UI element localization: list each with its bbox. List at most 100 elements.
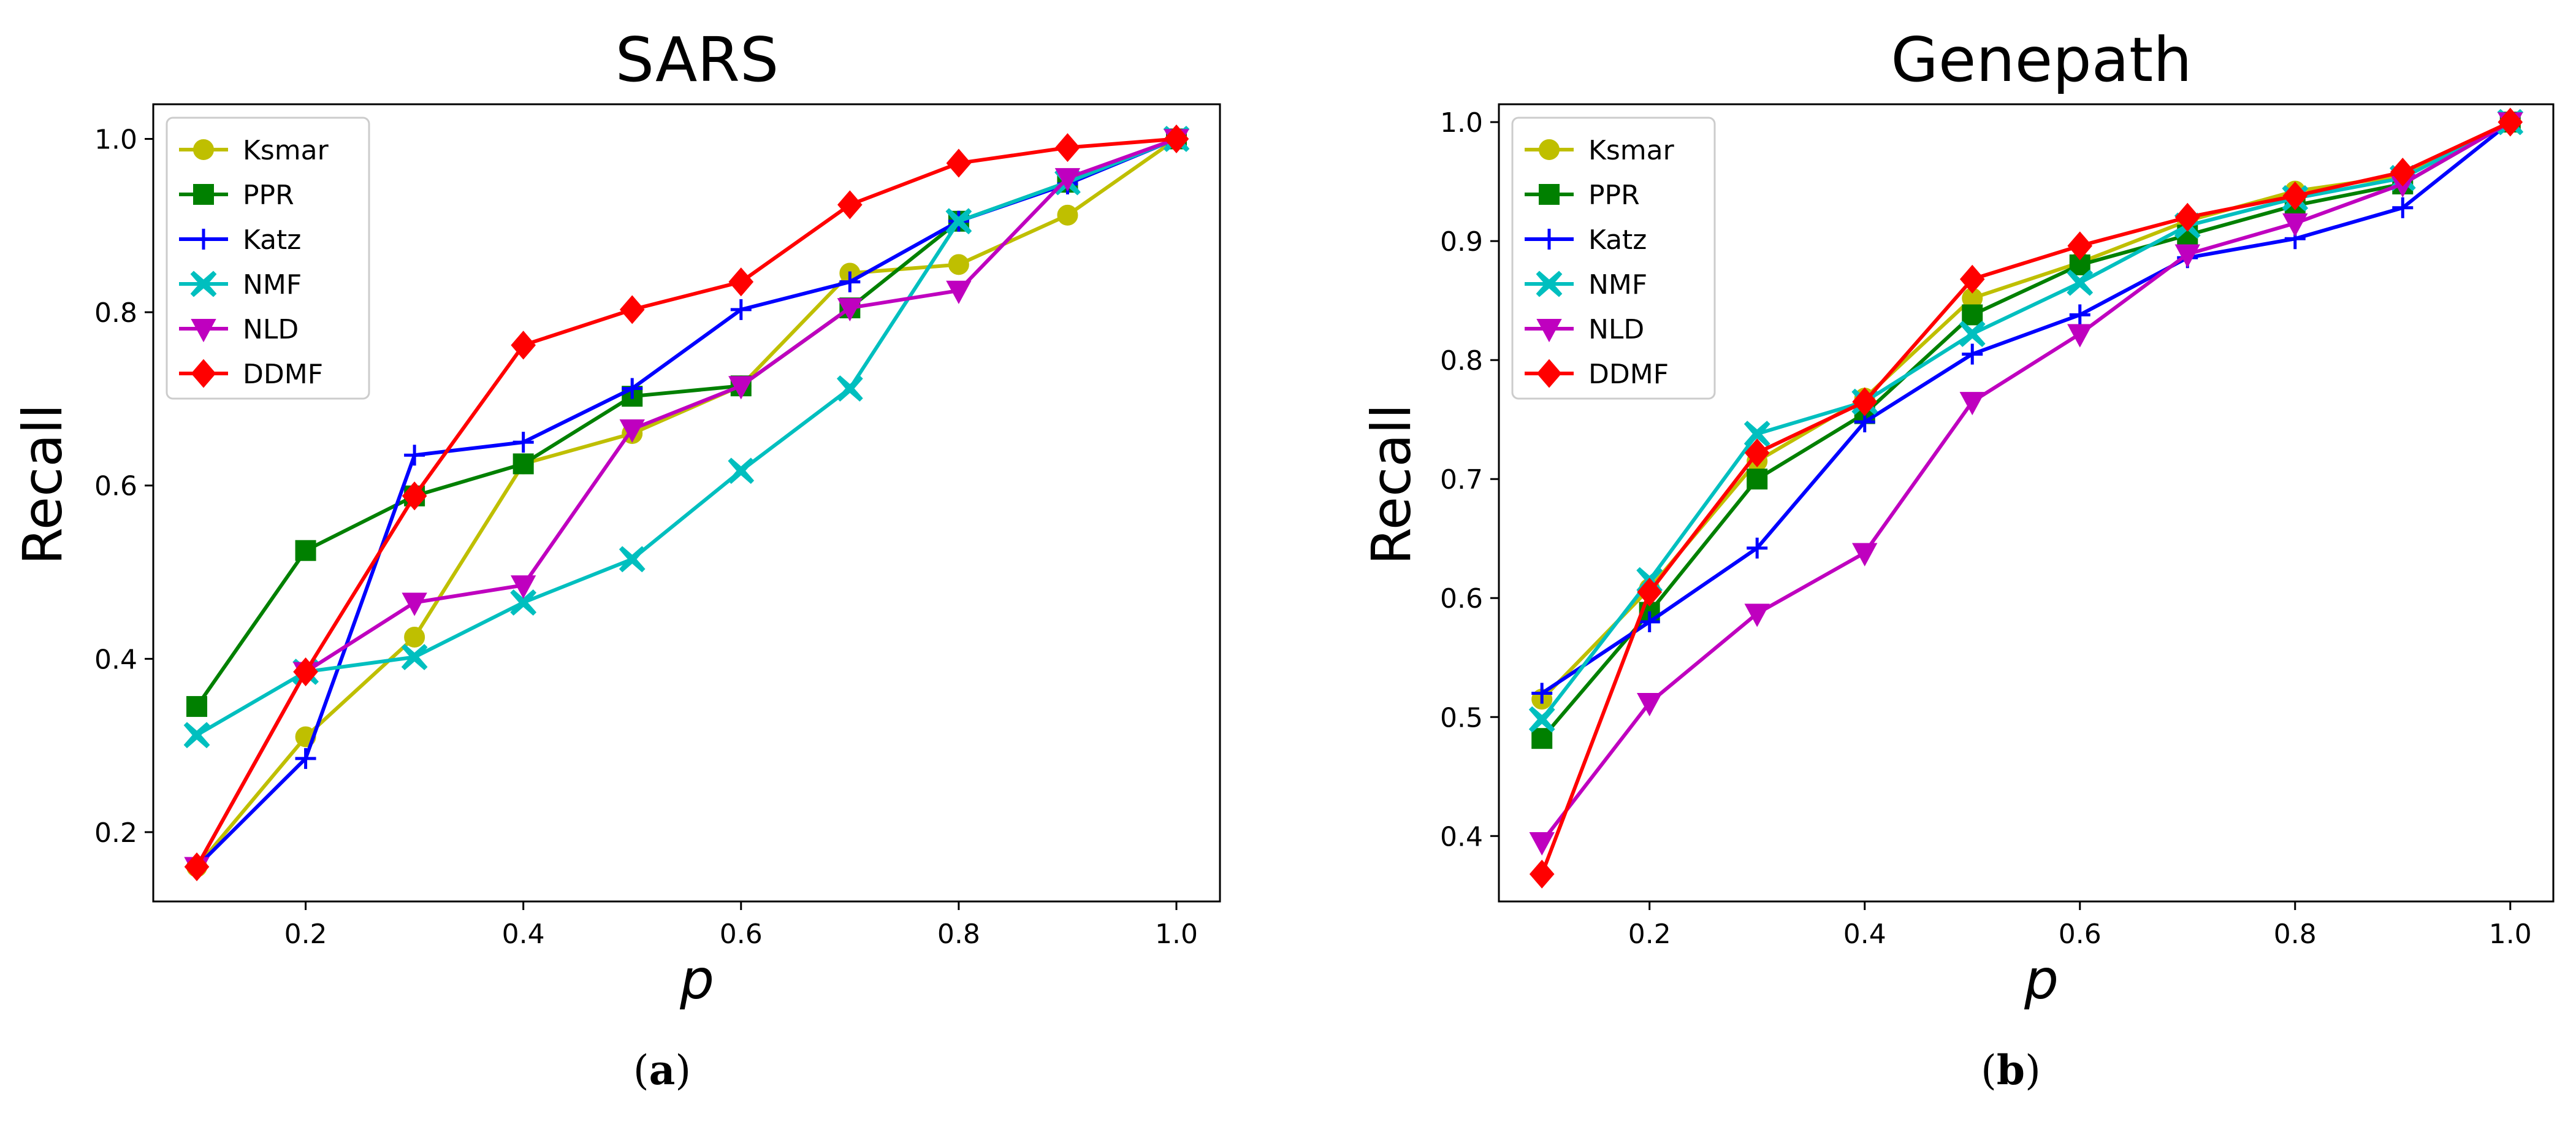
caption-paren-open-genepath: ( (1981, 1047, 1997, 1094)
legend-marker-ddmf (191, 359, 216, 388)
y-tick-label-genepath: 0.5 (1440, 702, 1483, 733)
data-point-nld (1637, 692, 1663, 717)
series-line-nld (1540, 120, 2512, 843)
x-tick-label-genepath: 0.6 (2059, 919, 2102, 950)
legend-label-nld: NLD (1588, 314, 1644, 345)
caption-genepath: (b) (1981, 1046, 2041, 1094)
data-point-nmf (728, 457, 755, 484)
x-axis-label-sars: p (679, 948, 714, 1011)
data-point-katz (1962, 343, 1983, 365)
legend-marker-ddmf (1536, 359, 1562, 388)
y-tick-label-sars: 0.6 (94, 471, 137, 502)
data-point-nld (2174, 244, 2200, 268)
data-point-ddmf (1529, 859, 1555, 889)
data-point-katz (1639, 611, 1660, 633)
legend-marker-katz (193, 229, 214, 250)
data-point-nld (1529, 832, 1555, 856)
data-point-nld (2282, 213, 2308, 237)
y-tick-label-genepath: 0.7 (1440, 464, 1483, 495)
data-point-ddmf (2174, 202, 2200, 232)
data-point-ddmf (619, 295, 645, 324)
data-point-nmf (1528, 706, 1555, 733)
x-tick-label-sars: 0.2 (284, 919, 327, 950)
legend-label-ksmar: Ksmar (243, 135, 329, 166)
y-tick-label-genepath: 0.4 (1440, 821, 1483, 852)
plot-area-sars: 0.2 0.4 0.6 0.8 1.0 0.2 0.4 0.6 0.8 1.0 Ksmar PPR Ka… (94, 103, 1221, 950)
caption-letter-sars: a (649, 1046, 676, 1094)
series-line-ksmar (195, 137, 1178, 868)
data-point-ddmf (1744, 438, 1770, 468)
caption-letter-genepath: b (1997, 1046, 2025, 1094)
data-point-katz (513, 432, 534, 453)
x-tick-label-sars: 1.0 (1155, 919, 1198, 950)
data-point-katz (2392, 197, 2414, 218)
x-tick-label-sars: 0.6 (720, 919, 763, 950)
x-tick-label-genepath: 0.8 (2274, 919, 2317, 950)
y-tick-label-sars: 0.2 (94, 817, 137, 849)
x-tick-label-sars: 0.8 (937, 919, 980, 950)
y-tick-label-sars: 0.4 (94, 644, 137, 675)
data-point-nld (2067, 324, 2093, 348)
series-line-nmf (1540, 120, 2512, 721)
legend-marker-ppr (1539, 184, 1560, 205)
y-tick-label-sars: 0.8 (94, 297, 137, 329)
y-tick-label-genepath: 0.6 (1440, 583, 1483, 614)
data-point-katz (295, 748, 316, 769)
series-line-nmf (196, 137, 1178, 737)
data-point-nmf (401, 644, 428, 670)
data-point-ppr (513, 453, 534, 475)
y-tick-label-genepath: 0.9 (1440, 226, 1483, 258)
plot-frame-genepath (1498, 103, 2555, 903)
data-point-ppr (295, 540, 316, 561)
data-point-nmf (619, 546, 646, 573)
legend-sars: Ksmar PPR Katz NMF NLD DDMF (166, 117, 370, 400)
data-point-ksmar (948, 254, 969, 275)
x-axis-label-genepath: p (2024, 948, 2059, 1011)
series-line-ddmf (1540, 120, 2512, 875)
data-point-nld (946, 280, 972, 304)
data-point-nmf (945, 208, 972, 235)
series-ddmf-sars (184, 124, 1189, 882)
legend-label-nmf: NMF (243, 269, 302, 300)
legend-label-ddmf: DDMF (1588, 359, 1669, 390)
legend-marker-nld (1536, 319, 1562, 343)
y-axis-label-genepath: Recall (1360, 404, 1423, 565)
legend-label-ksmar: Ksmar (1588, 135, 1675, 166)
legend-marker-nmf (1536, 270, 1563, 297)
series-line-ddmf (195, 137, 1177, 868)
data-point-ddmf (402, 481, 427, 511)
legend-label-katz: Katz (1588, 224, 1647, 256)
data-point-ksmar (1057, 204, 1078, 226)
legend-label-nmf: NMF (1588, 269, 1647, 300)
data-point-ddmf (1164, 124, 1189, 154)
data-point-nld (619, 419, 645, 443)
series-line-nld (195, 137, 1177, 868)
data-point-nld (510, 575, 536, 599)
data-point-nld (728, 376, 754, 400)
chart-title-sars: SARS (615, 24, 779, 96)
data-point-nld (402, 592, 427, 616)
data-point-ddmf (1852, 387, 1878, 416)
y-tick-label-sars: 1.0 (94, 124, 137, 156)
data-point-nld (1852, 543, 1878, 567)
x-tick-label-genepath: 1.0 (2489, 919, 2532, 950)
data-point-katz (1531, 683, 1553, 704)
data-point-ppr (1747, 469, 1768, 490)
data-point-ddmf (837, 190, 863, 220)
series-line-katz (1541, 120, 2512, 695)
data-point-katz (622, 378, 643, 399)
series-ddmf-genepath (1529, 107, 2523, 889)
data-point-katz (839, 271, 861, 293)
data-point-ddmf (946, 148, 972, 178)
x-tick-label-sars: 0.4 (502, 919, 545, 950)
data-point-nld (1054, 168, 1081, 192)
legend-marker-nmf (190, 270, 217, 297)
legend-marker-ppr (193, 184, 214, 205)
legend-marker-ksmar (193, 139, 214, 160)
y-axis-label-sars: Recall (11, 404, 74, 565)
data-point-ppr (186, 696, 208, 717)
data-point-ddmf (511, 331, 536, 360)
data-point-ddmf (1055, 133, 1080, 163)
data-point-ddmf (1637, 577, 1663, 607)
